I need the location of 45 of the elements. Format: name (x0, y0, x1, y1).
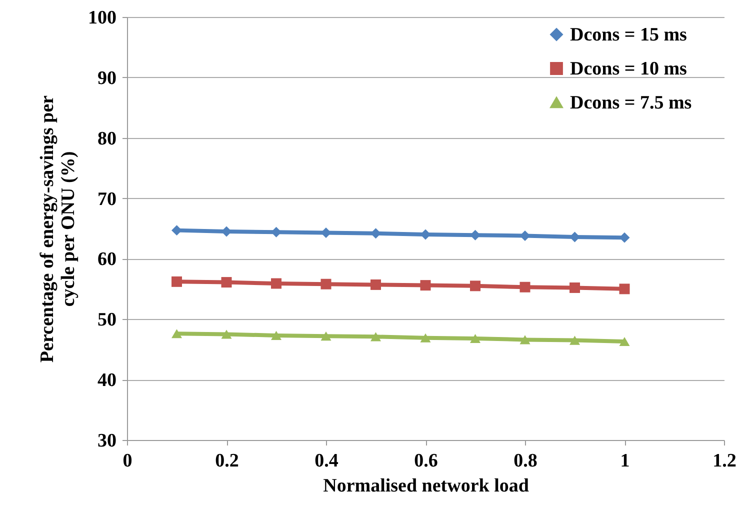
point (420, 333, 431, 342)
point (619, 284, 630, 294)
x-tick-label: 1 (620, 450, 630, 472)
point (520, 335, 530, 344)
point (470, 334, 480, 344)
point (221, 330, 232, 339)
y-tick-label: 80 (98, 128, 116, 150)
y-tick-label: 60 (98, 249, 116, 270)
point (520, 282, 530, 292)
x-tick-label: 0.6 (414, 450, 438, 472)
y-tick-label: 40 (98, 370, 116, 392)
x-tick-label: 0.8 (514, 450, 538, 472)
y-tick-label: 70 (98, 188, 116, 210)
point (370, 228, 381, 239)
point (570, 282, 580, 293)
point (271, 330, 282, 340)
point (172, 329, 182, 338)
point (570, 232, 580, 242)
x-axis-title: Normalised network load (323, 476, 530, 496)
point (271, 226, 282, 238)
point (619, 336, 630, 346)
point (172, 276, 182, 287)
x-tick-label: 0.2 (215, 450, 239, 472)
point (570, 336, 580, 345)
legend-label: Dcons = 7.5 ms (570, 92, 692, 114)
point (420, 280, 431, 291)
point (320, 278, 332, 290)
point (320, 332, 332, 341)
x-tick-label: 0 (122, 450, 132, 472)
point (470, 280, 480, 292)
y-tick-label: 90 (98, 68, 116, 89)
y-axis-title: Percentage of energy-savings per cycle per ONU (%) (37, 94, 79, 363)
legend-label: Dcons = 10 ms (570, 58, 687, 80)
point (470, 230, 480, 240)
x-tick-label: 0.4 (314, 450, 339, 472)
point (221, 277, 232, 288)
point (172, 225, 182, 236)
point (271, 278, 282, 289)
y-tick-label: 50 (98, 310, 116, 331)
legend-label: Dcons = 15 ms (570, 24, 687, 46)
y-tick-label: 100 (88, 8, 116, 28)
y-tick-label: 30 (98, 430, 116, 452)
point (370, 332, 381, 342)
point (370, 279, 381, 290)
x-tick-label: 1.2 (712, 450, 736, 472)
